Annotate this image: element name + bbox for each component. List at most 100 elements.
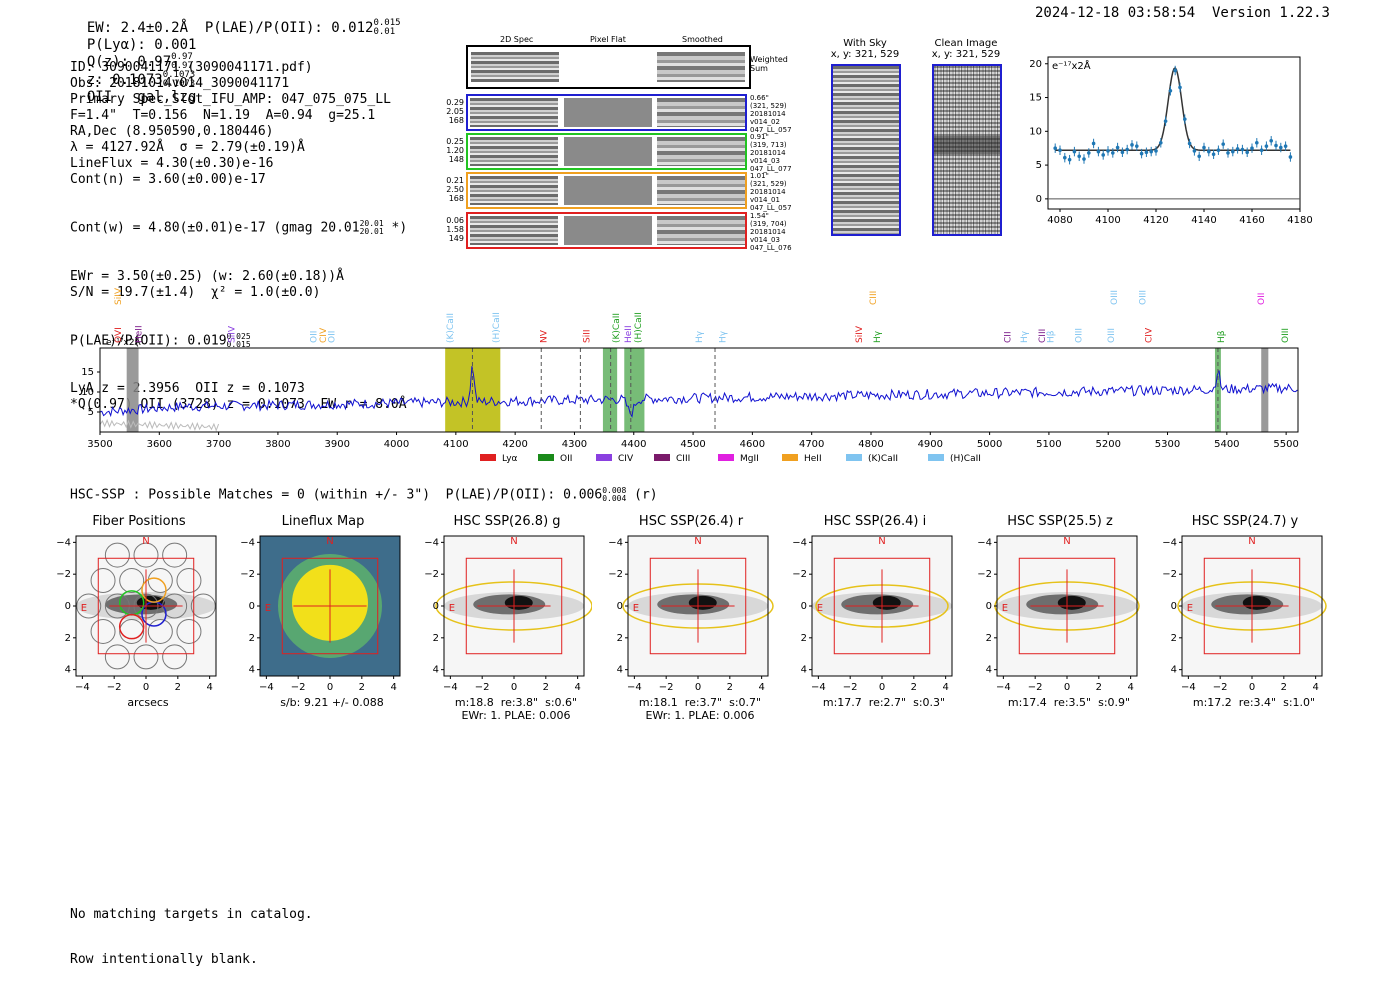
fiber-smoothed — [657, 137, 745, 166]
data-point — [1269, 138, 1273, 143]
line-label: OIII — [1107, 328, 1117, 343]
fiber-2d-spec — [470, 216, 558, 245]
line-label: (K)CaII — [446, 313, 456, 343]
hsc-ytick-label: 2 — [65, 633, 71, 644]
data-point — [1187, 141, 1192, 146]
hsc-ytick-label: 2 — [1171, 633, 1177, 644]
fiber-2d-spec — [470, 137, 558, 166]
hsc-ytick-label: 0 — [617, 601, 623, 612]
hsc-cutout: N E −4 4 −2 2 0 0 2 −2 4 −4 — [240, 535, 401, 693]
info-line-0: ID: 3090041171 (3090041171.pdf) — [70, 60, 313, 75]
zoom-frame — [1047, 56, 1301, 210]
hsc-caption: arcsecs — [127, 696, 169, 709]
hsc-ytick-label: −2 — [1162, 569, 1177, 580]
spec-xtick-label: 5000 — [977, 439, 1002, 450]
row-blank: Row intentionally blank. — [70, 952, 258, 967]
zoom-ytick-label: 10 — [1030, 126, 1042, 137]
fiber-cutout-row — [466, 94, 747, 131]
line-label: OVI — [114, 327, 124, 343]
line-label: Hγ — [695, 330, 705, 343]
info-line-1: Obs: 20181014v014_3090041171 — [70, 76, 290, 91]
data-point — [1192, 149, 1197, 153]
data-point — [1087, 151, 1091, 155]
fiber-pixel-flat — [564, 176, 652, 205]
hsc-ytick-label: 0 — [249, 601, 255, 612]
data-point — [1159, 140, 1163, 145]
hsc-xtick-label: 4 — [206, 682, 212, 693]
data-point — [1274, 143, 1278, 148]
fiber-row-values: 0.06 1.58 149 — [446, 216, 464, 243]
line-band — [126, 348, 139, 432]
hsc-panel-title: HSC SSP(25.5) z — [1007, 514, 1113, 529]
info-line-c-0: LyA z = 2.3956 OII z = 0.1073 — [70, 381, 305, 396]
legend-label: OII — [560, 454, 572, 464]
hsc-ytick-label: 0 — [65, 601, 71, 612]
fiber-circle — [133, 644, 159, 670]
legend-label: Lyα — [502, 454, 518, 464]
hsc-ytick-label: −4 — [792, 537, 807, 548]
data-point — [1211, 152, 1216, 157]
fiber-row-values: 0.25 1.20 148 — [446, 137, 464, 164]
legend-label: MgII — [740, 454, 759, 464]
hsc-ytick-label: 2 — [801, 633, 807, 644]
ew-plae: EW: 2.4±0.2Å P(LAE)/P(OII): 0.012 — [86, 20, 374, 36]
hsc-cutout: N E −4 4 −2 2 0 0 2 −2 4 −4 — [424, 535, 592, 693]
hsc-ytick-label: 4 — [801, 665, 807, 676]
line-label: (H)CaII — [492, 312, 502, 343]
legend-swatch — [782, 454, 798, 461]
hsc-panel: HSC SSP(26.8) g N E −4 4 −2 2 0 0 2 −2 4 −4 m:18.8 re… — [422, 510, 592, 725]
spec-ytick-label: 15 — [81, 367, 94, 378]
search-box — [281, 557, 379, 655]
fiber-circle — [176, 568, 202, 594]
compass-east: E — [817, 603, 823, 614]
data-point — [1283, 144, 1288, 148]
zoom-ytick-label: 15 — [1030, 93, 1042, 104]
z-sup: 0.1073 — [162, 70, 196, 80]
hsc-xtick-label: 0 — [1249, 682, 1255, 693]
top-line-label: OIII — [1139, 290, 1149, 305]
fiber-meta: 1.54" (319, 704) 20181014 v014_03 047_LL… — [750, 212, 792, 252]
error-spectrum — [99, 418, 220, 432]
info-line-b-0: EWr = 3.50(±0.25) (w: 2.60(±0.18))Å — [70, 268, 344, 284]
hsc-panel-title: HSC SSP(26.8) g — [453, 514, 561, 529]
hsc-caption: s/b: 9.21 +/- 0.088 — [280, 696, 384, 709]
hsc-caption: m:17.2 re:3.4" s:1.0" — [1192, 696, 1316, 709]
hsc-ytick-label: −2 — [792, 569, 807, 580]
hsc-ytick-label: −2 — [608, 569, 623, 580]
top-line-label: OIII — [1110, 290, 1120, 305]
data-point — [1154, 149, 1158, 153]
hsc-cutout: N E −4 4 −2 2 0 0 2 −2 4 −4 — [56, 535, 217, 693]
zoom-xtick-label: 4180 — [1287, 215, 1312, 226]
spec-xtick-label: 4100 — [443, 439, 468, 450]
hsc-panel: Lineflux Map N E −4 4 −2 2 0 0 2 −2 4 −4 s/b: 9.21 +/… — [238, 510, 408, 725]
legend-label: CIV — [618, 454, 634, 464]
hsc-panel-title: HSC SSP(26.4) i — [823, 514, 927, 529]
hsc-ytick-label: −2 — [56, 569, 71, 580]
spec-xtick-label: 3800 — [265, 439, 290, 450]
line-label: OIII — [1075, 328, 1085, 343]
legend-swatch — [928, 454, 944, 461]
hsc-cutout: N E −4 4 −2 2 0 0 2 −2 4 −4 — [792, 535, 953, 693]
weighted-2d — [471, 52, 559, 82]
hsc-ytick-label: −2 — [424, 569, 439, 580]
hsc-xtick-label: −2 — [107, 682, 122, 693]
spec-xtick-label: 3900 — [325, 439, 350, 450]
col-2d-spec: 2D Spec — [500, 35, 534, 44]
hsc-ytick-label: 4 — [986, 665, 992, 676]
compass-east: E — [81, 603, 87, 614]
spec-xtick-label: 4700 — [799, 439, 824, 450]
data-point — [1130, 143, 1134, 147]
hsc-panel: HSC SSP(26.4) i N E −4 4 −2 2 0 0 2 −2 4 −4 m:17.7 re… — [790, 510, 960, 725]
info-line-2: Primary Spec_Slot_IFU_AMP: 047_075_075_L… — [70, 92, 391, 107]
line-label: NV — [540, 329, 550, 343]
full-spectrum-plot: 3500 3600 3700 3800 3900 4000 4100 4200 4300 4400… — [81, 287, 1299, 464]
hsc-xtick-label: −2 — [843, 682, 858, 693]
fiber-circle — [119, 568, 145, 594]
compass-north: N — [1248, 536, 1255, 547]
hsc-panel: HSC SSP(26.4) r N E −4 4 −2 2 0 0 2 −2 4 −4 m:18.1 re… — [606, 510, 776, 725]
compass-north: N — [326, 536, 333, 547]
spec-xtick-label: 5200 — [1095, 439, 1120, 450]
hsc-cutout: N E −4 4 −2 2 0 0 2 −2 4 −4 — [1162, 535, 1327, 693]
hsc-xtick-label: 2 — [1281, 682, 1287, 693]
hsc-xtick-label: −2 — [291, 682, 306, 693]
